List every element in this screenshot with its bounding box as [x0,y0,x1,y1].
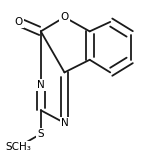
Text: S: S [37,129,44,139]
Text: N: N [61,118,68,128]
Text: O: O [14,17,23,27]
Text: O: O [60,12,69,22]
Text: N: N [37,80,45,90]
Text: SCH₃: SCH₃ [6,142,32,152]
